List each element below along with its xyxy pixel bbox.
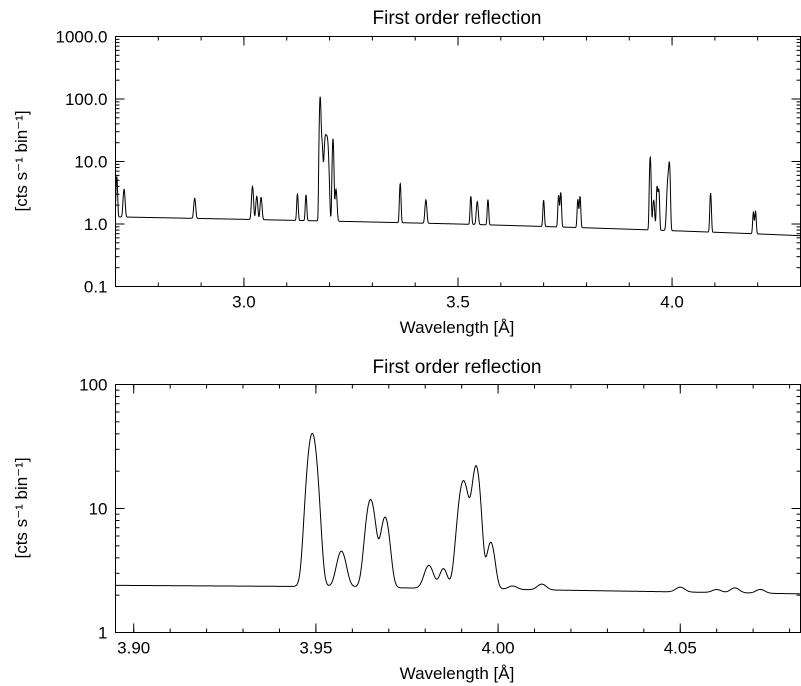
y-tick-label: 1.0: [84, 215, 108, 234]
bottom-panel-spectrum-line: [115, 432, 801, 595]
y-tick-label: 10.0: [74, 153, 107, 172]
bottom-panel-title: First order reflection: [373, 357, 542, 378]
top-panel-tick-labels: 3.0 3.5 4.0 0.1 1.0 10.0 100.0 1000.0: [56, 28, 684, 312]
top-panel-frame: [115, 36, 801, 287]
y-tick-label: 1000.0: [56, 28, 108, 47]
bottom-panel-xlabel: Wavelength [Å]: [400, 664, 515, 683]
x-tick-label: 3.0: [232, 293, 256, 312]
top-panel-title: First order reflection: [373, 8, 542, 29]
x-tick-label: 3.90: [117, 639, 150, 658]
top-panel-spectrum-line: [115, 96, 801, 237]
y-tick-label: 1: [98, 624, 107, 643]
y-tick-label: 100: [79, 376, 107, 395]
top-panel-xlabel: Wavelength [Å]: [400, 318, 515, 337]
y-tick-label: 10: [89, 500, 108, 519]
top-panel: First order reflection Wavelength [Å] [c…: [12, 8, 801, 337]
bottom-panel-tick-labels: 3.90 3.95 4.00 4.05 1 10 100: [79, 376, 697, 658]
top-panel-ylabel: [cts s⁻¹ bin⁻¹]: [12, 110, 31, 211]
y-tick-label: 0.1: [84, 278, 108, 297]
bottom-panel-ylabel: [cts s⁻¹ bin⁻¹]: [12, 457, 31, 558]
y-tick-label: 100.0: [65, 90, 108, 109]
x-tick-label: 4.00: [482, 639, 515, 658]
x-tick-label: 4.05: [664, 639, 697, 658]
x-tick-label: 3.95: [299, 639, 332, 658]
x-tick-label: 4.0: [660, 293, 684, 312]
top-panel-ticks: [115, 36, 801, 287]
bottom-panel: First order reflection Wavelength [Å] [c…: [12, 357, 801, 683]
x-tick-label: 3.5: [446, 293, 470, 312]
